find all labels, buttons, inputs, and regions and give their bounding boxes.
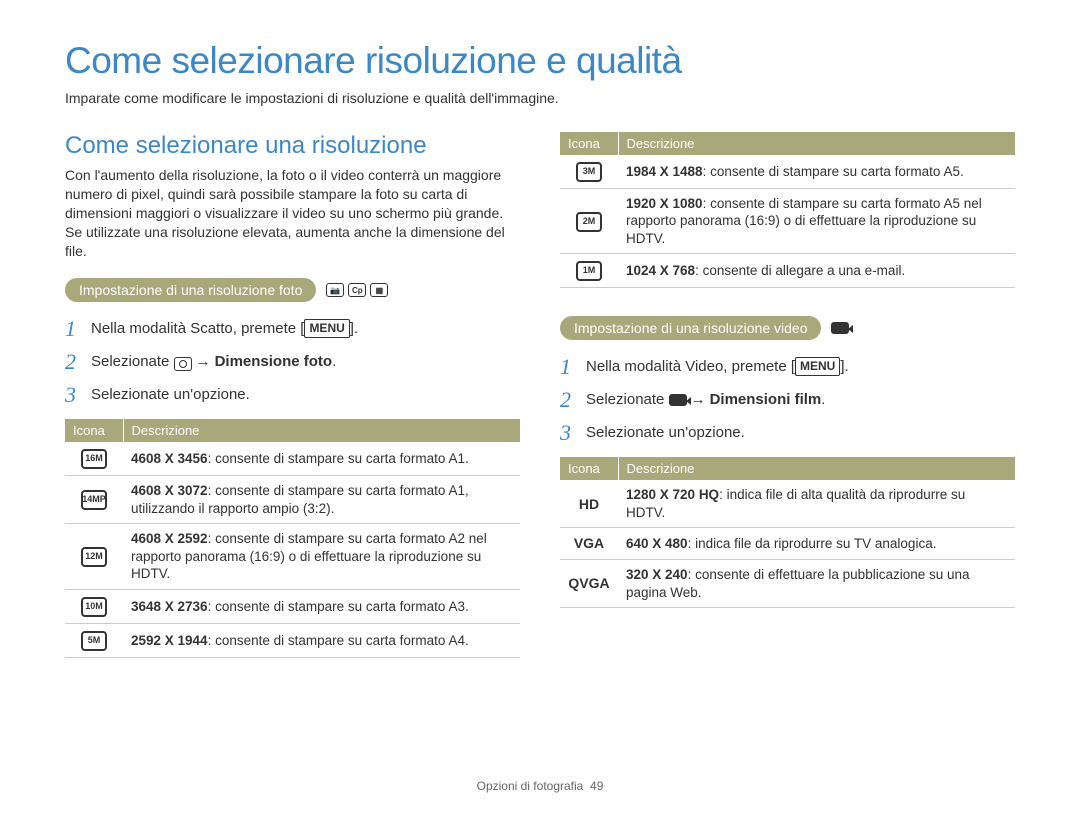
table-row: 10M 3648 X 2736: consente di stampare su… [65,590,520,624]
step-1: Nella modalità Video, premete [MENU]. [560,356,1015,377]
table-row: 14MP 4608 X 3072: consente di stampare s… [65,476,520,524]
res-label: QVGA [568,575,609,591]
mode-icons [831,322,849,334]
table-row: 3M 1984 X 1488: consente di stampare su … [560,155,1015,188]
step-1: Nella modalità Scatto, premete [MENU]. [65,318,520,339]
pill-video-resolution: Impostazione di una risoluzione video [560,316,821,340]
table-row: VGA 640 X 480: indica file da riprodurre… [560,528,1015,560]
res-icon: 10M [81,597,107,617]
intro-text: Con l'aumento della risoluzione, la foto… [65,166,520,260]
col-icon: Icona [560,132,618,155]
page-footer: Opzioni di fotografia 49 [0,779,1080,793]
col-desc: Descrizione [618,132,1015,155]
arrow-icon: → [192,353,215,370]
video-icon [831,322,849,334]
res-icon: 12M [81,547,107,567]
step-2: Selezionate →Dimensione foto. [65,351,520,372]
res-icon: 14MP [81,490,107,510]
col-icon: Icona [65,419,123,442]
steps-photo: Nella modalità Scatto, premete [MENU]. S… [65,318,520,405]
table-row: 1M 1024 X 768: consente di allegare a un… [560,254,1015,288]
table-row: 2M 1920 X 1080: consente di stampare su … [560,188,1015,254]
scene-icon: ▦ [370,283,388,297]
res-icon: 1M [576,261,602,281]
res-label: HD [579,496,599,512]
step-3: Selezionate un'opzione. [65,384,520,405]
left-column: Come selezionare una risoluzione Con l'a… [65,132,520,658]
right-column: Icona Descrizione 3M 1984 X 1488: consen… [560,132,1015,658]
res-label: VGA [574,535,604,551]
res-icon: 3M [576,162,602,182]
col-desc: Descrizione [618,457,1015,480]
photo-resolution-table-cont: Icona Descrizione 3M 1984 X 1488: consen… [560,132,1015,288]
camera-icon: 📷 [326,283,344,297]
table-row: QVGA 320 X 240: consente di effettuare l… [560,559,1015,607]
menu-button-icon: MENU [304,319,349,338]
camera-p-icon: Cp [348,283,366,297]
step-2: Selezionate →Dimensioni film. [560,389,1015,410]
step-3: Selezionate un'opzione. [560,422,1015,443]
page-subtitle: Imparate come modificare le impostazioni… [65,90,1015,106]
page-title: Come selezionare risoluzione e qualità [65,40,1015,82]
pill-photo-resolution: Impostazione di una risoluzione foto [65,278,316,302]
mode-icons: 📷 Cp ▦ [326,283,388,297]
photo-resolution-table: Icona Descrizione 16M 4608 X 3456: conse… [65,419,520,657]
res-icon: 2M [576,212,602,232]
menu-button-icon: MENU [795,357,840,376]
video-icon [669,394,687,406]
table-row: HD 1280 X 720 HQ: indica file di alta qu… [560,480,1015,528]
steps-video: Nella modalità Video, premete [MENU]. Se… [560,356,1015,443]
res-icon: 5M [81,631,107,651]
col-desc: Descrizione [123,419,520,442]
table-row: 12M 4608 X 2592: consente di stampare su… [65,524,520,590]
video-resolution-table: Icona Descrizione HD 1280 X 720 HQ: indi… [560,457,1015,608]
section-title: Come selezionare una risoluzione [65,132,520,160]
camera-icon [174,357,192,371]
res-icon: 16M [81,449,107,469]
table-row: 16M 4608 X 3456: consente di stampare su… [65,442,520,475]
table-row: 5M 2592 X 1944: consente di stampare su … [65,623,520,657]
col-icon: Icona [560,457,618,480]
